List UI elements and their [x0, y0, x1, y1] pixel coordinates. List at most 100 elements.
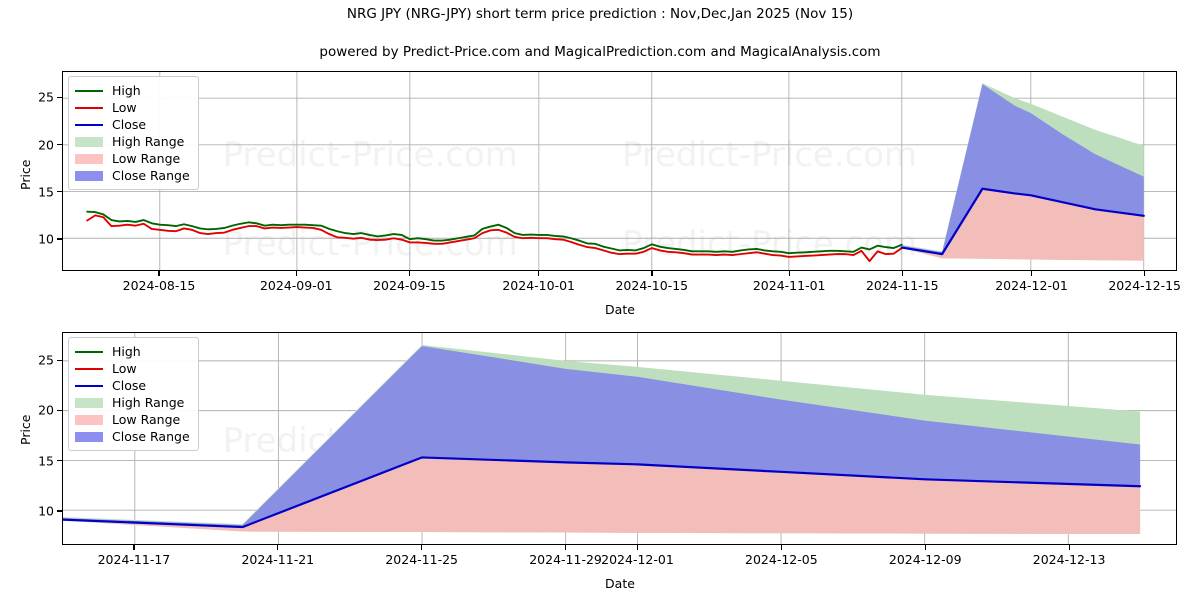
y-tick-mark	[57, 409, 62, 412]
overview-legend-label: Close	[112, 117, 147, 132]
x-tick-label: 2024-11-29	[529, 552, 602, 567]
detail-legend-swatch-low-range-icon	[75, 414, 103, 426]
overview-legend-item-high-range: High Range	[75, 133, 190, 150]
watermark-text: Predict-Price.com	[622, 224, 917, 263]
overview-legend-item-low: Low	[75, 99, 190, 116]
detail-legend-item-close: Close	[75, 377, 190, 394]
detail-legend-label: Low	[112, 361, 137, 376]
x-tick-mark	[924, 545, 926, 550]
x-tick-label: 2024-09-01	[259, 278, 333, 293]
detail-panel: Price Predict-Price.comPredict-Price.com…	[0, 320, 1200, 600]
x-tick-label: 2024-11-25	[385, 552, 458, 567]
watermark-text: Predict-Price.com	[223, 135, 518, 174]
overview-legend: High Low Close High Range Low Range Close Ran…	[68, 76, 199, 190]
x-tick-mark	[901, 271, 903, 276]
overview-x-axis-label: Date	[605, 302, 635, 317]
overview-legend-item-close: Close	[75, 116, 190, 133]
x-tick-label: 2024-12-15	[1108, 278, 1181, 293]
overview-legend-label: High Range	[112, 134, 185, 149]
detail-legend-item-low: Low	[75, 360, 190, 377]
overview-plot-area: Predict-Price.com Predict-Price.com Predic…	[62, 71, 1177, 271]
y-tick-mark	[57, 238, 62, 240]
series-line-high	[86, 210, 903, 255]
overview-legend-swatch-high-range-icon	[75, 136, 103, 148]
detail-legend-label: High	[112, 344, 141, 359]
detail-legend-swatch-high-icon	[75, 346, 103, 358]
overview-legend-swatch-close-icon	[75, 119, 103, 131]
watermark-text: Predict-Price.com	[622, 135, 917, 174]
y-tick-mark	[57, 191, 62, 193]
detail-legend-item-high: High	[75, 343, 190, 360]
x-tick-mark	[788, 271, 790, 276]
y-tick-label: 20	[38, 137, 54, 153]
x-tick-label: 2024-12-09	[888, 552, 962, 567]
overview-legend-swatch-close-range-icon	[75, 170, 103, 182]
x-tick-mark	[1144, 271, 1146, 276]
page-title: NRG JPY (NRG-JPY) short term price predi…	[346, 6, 854, 22]
x-tick-label: 2024-12-13	[1032, 552, 1106, 567]
detail-legend-swatch-high-range-icon	[75, 397, 103, 409]
x-tick-mark	[421, 545, 423, 550]
detail-legend-swatch-close-icon	[75, 380, 103, 392]
x-tick-label: 2024-11-21	[241, 552, 315, 567]
overview-legend-swatch-low-icon	[75, 102, 103, 114]
x-tick-label: 2024-10-15	[615, 278, 689, 293]
x-tick-label: 2024-10-01	[502, 278, 576, 293]
overview-legend-swatch-low-range-icon	[75, 153, 103, 165]
x-tick-label: 2024-12-01	[995, 278, 1068, 293]
series-line-close	[900, 187, 1145, 256]
detail-legend-swatch-close-range-icon	[75, 431, 103, 443]
detail-legend: High Low Close High Range Low Range Close Ran…	[68, 337, 199, 451]
x-tick-mark	[277, 545, 279, 550]
overview-legend-item-close-range: Close Range	[75, 167, 190, 184]
x-tick-mark	[295, 271, 297, 276]
y-tick-label: 10	[38, 503, 54, 519]
detail-legend-label: Low Range	[112, 412, 181, 427]
y-tick-mark	[57, 510, 62, 512]
x-tick-mark	[780, 545, 783, 550]
x-tick-mark	[1031, 271, 1033, 276]
x-tick-mark	[1068, 545, 1070, 550]
y-tick-label: 20	[38, 402, 54, 418]
x-tick-mark	[133, 545, 135, 550]
detail-legend-item-close-range: Close Range	[75, 428, 190, 445]
overview-legend-label: High	[112, 83, 141, 98]
overview-legend-swatch-high-icon	[75, 85, 103, 97]
x-tick-mark	[565, 545, 567, 550]
x-tick-mark	[651, 271, 653, 276]
detail-x-axis-label: Date	[605, 576, 635, 591]
watermark-text: Predict-Price.com	[223, 224, 518, 263]
x-tick-label: 2024-12-05	[745, 552, 818, 567]
x-tick-label: 2024-08-15	[122, 278, 196, 293]
y-tick-mark	[57, 359, 62, 361]
y-tick-label: 15	[38, 453, 54, 469]
x-tick-mark	[538, 271, 540, 276]
overview-legend-label: Close Range	[112, 168, 190, 183]
x-tick-label: 2024-11-15	[865, 278, 939, 293]
overview-legend-label: Low Range	[112, 151, 181, 166]
detail-legend-label: Close Range	[112, 429, 190, 444]
series-line-low	[86, 214, 903, 263]
close-range-band	[901, 84, 1144, 255]
page-subtitle: powered by Predict-Price.com and Magical…	[319, 44, 881, 60]
y-tick-label: 15	[38, 184, 54, 200]
overview-legend-label: Low	[112, 100, 137, 115]
overview-panel: Price Predict-Price.com Predict-Price.com…	[18, 71, 1181, 317]
x-tick-label: 2024-11-17	[97, 552, 171, 567]
detail-legend-swatch-low-icon	[75, 363, 103, 375]
x-tick-label: 2024-11-01	[752, 278, 826, 293]
detail-y-axis-label: Price	[18, 414, 33, 446]
x-tick-mark	[408, 271, 411, 276]
y-tick-mark	[57, 144, 62, 146]
y-tick-mark	[57, 460, 62, 462]
detail-legend-item-high-range: High Range	[75, 394, 190, 411]
series-line-close	[63, 456, 1142, 529]
y-tick-mark	[57, 96, 62, 99]
y-tick-label: 25	[38, 89, 54, 105]
detail-legend-item-low-range: Low Range	[75, 411, 190, 428]
overview-legend-item-low-range: Low Range	[75, 150, 190, 167]
x-tick-mark	[636, 545, 639, 550]
x-tick-label: 2024-09-15	[373, 278, 446, 293]
